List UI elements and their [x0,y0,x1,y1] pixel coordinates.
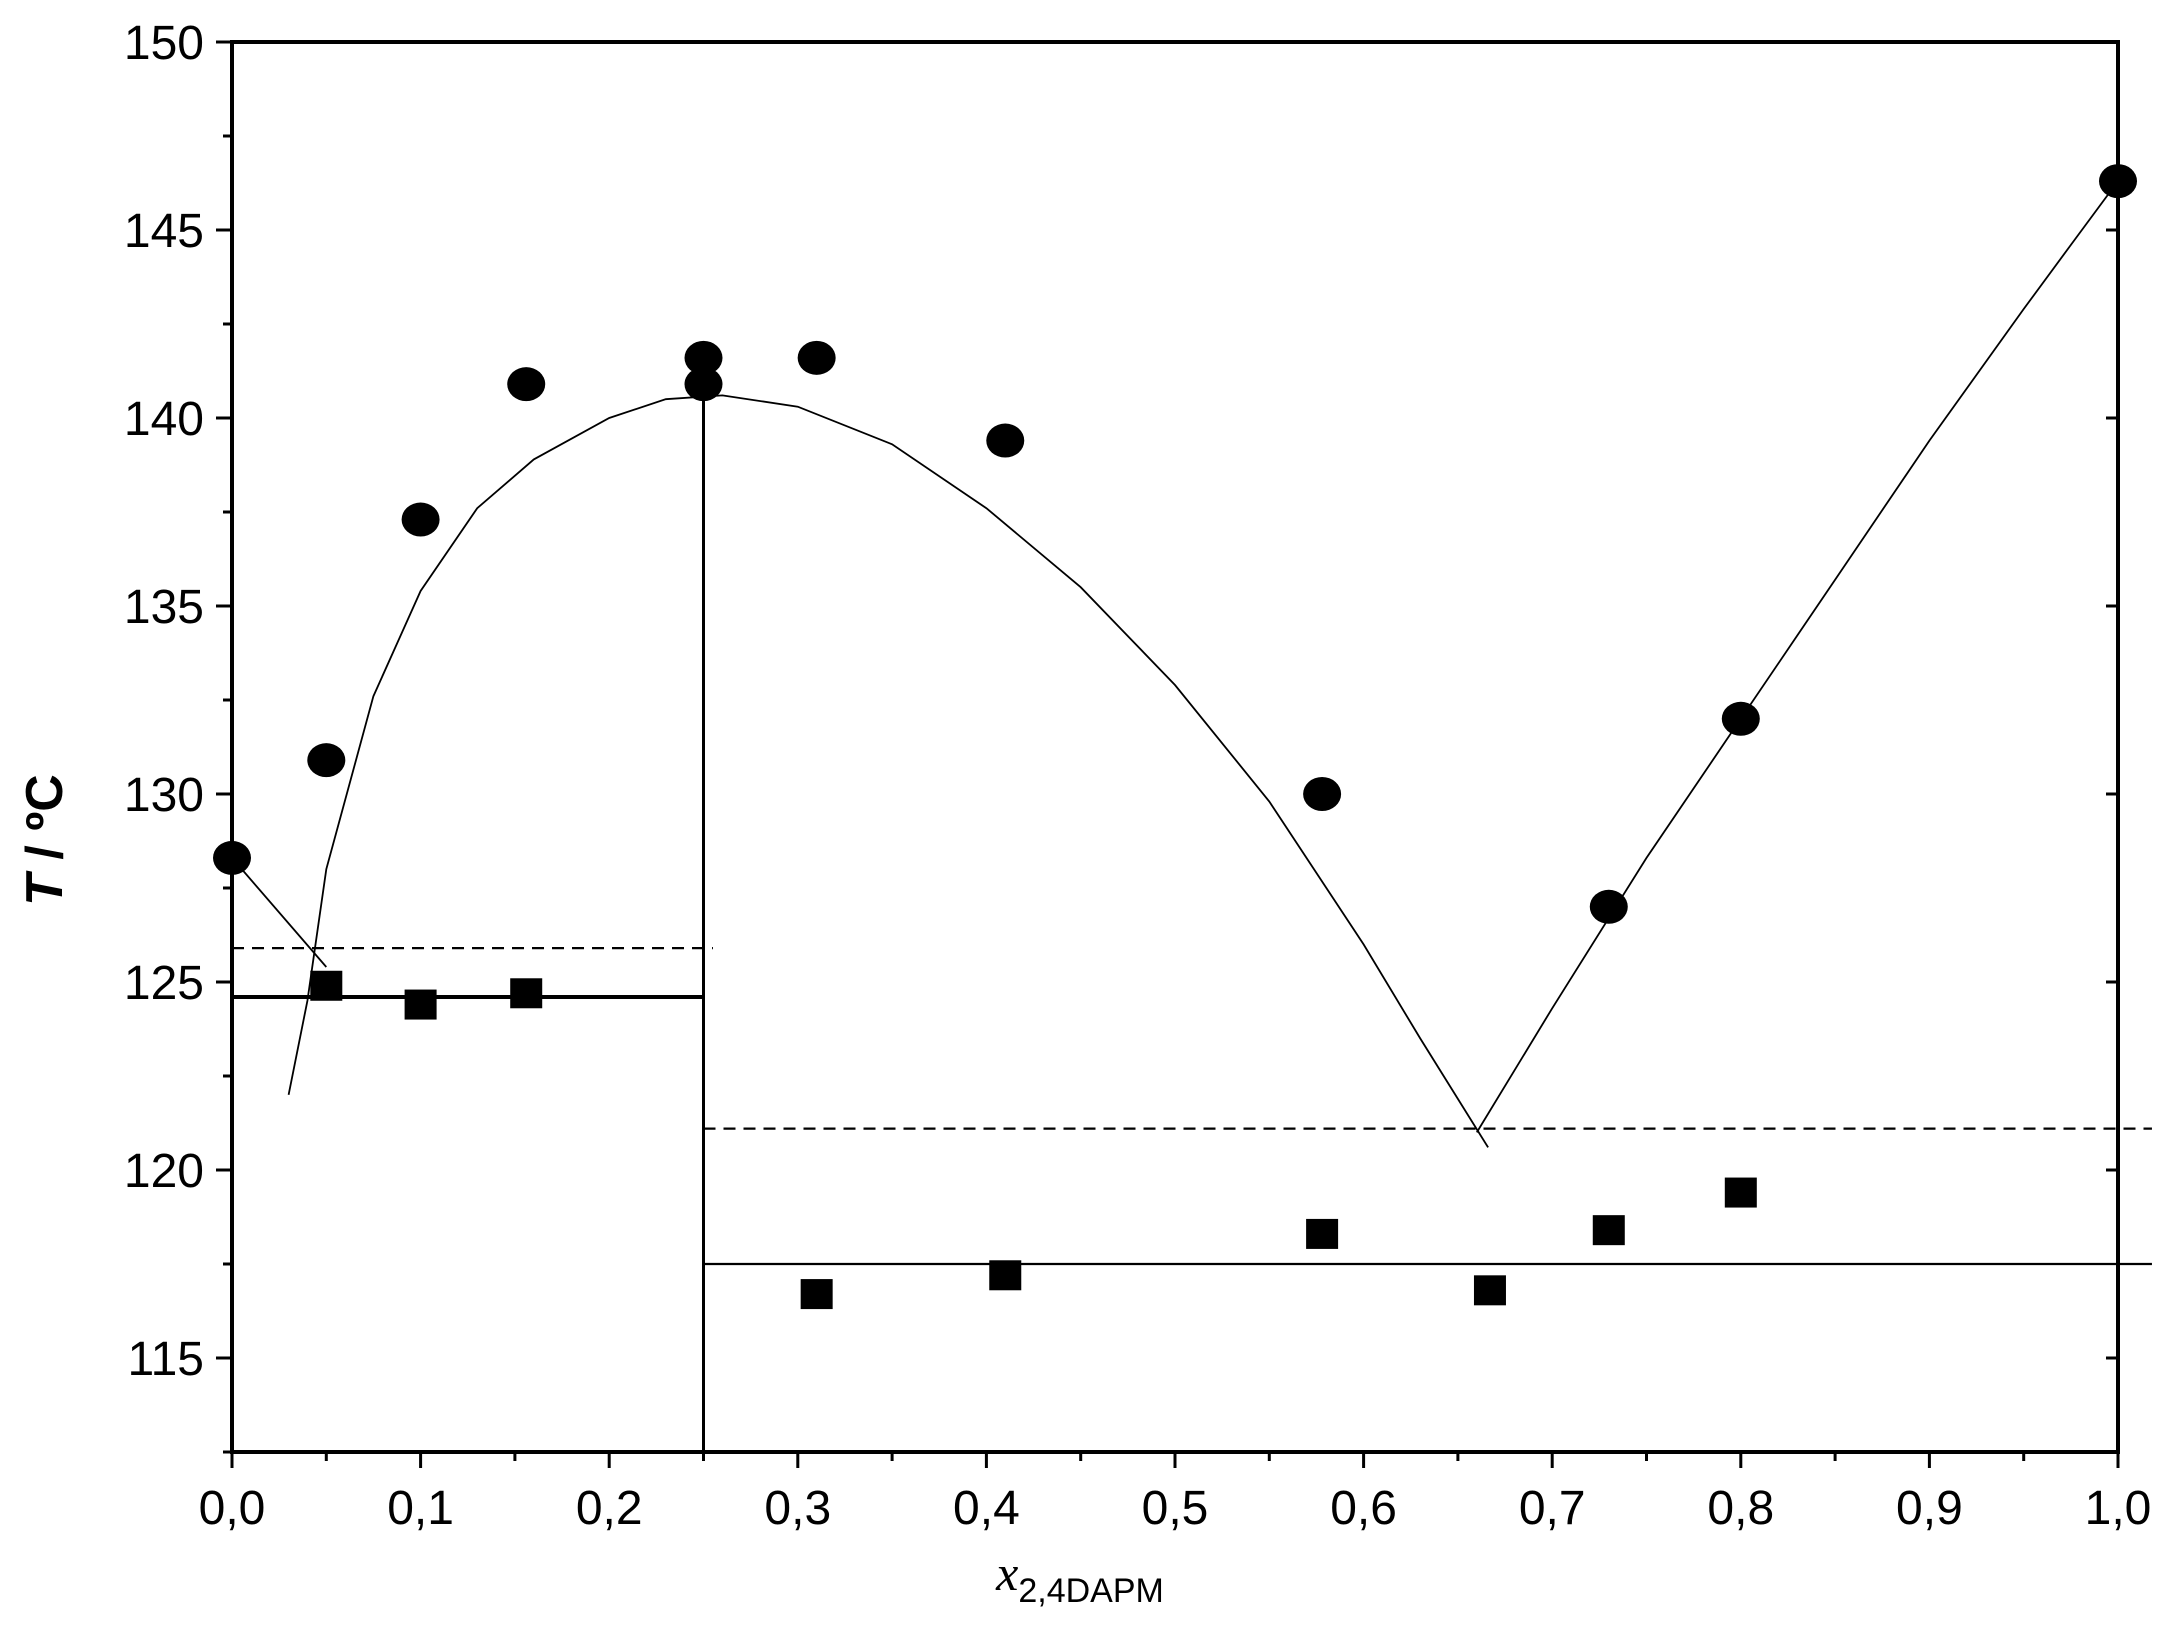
y-tick-label: 150 [124,17,204,70]
x-tick-label: 0,2 [576,1482,643,1535]
data-markers [213,164,2137,1310]
fit-curve [1476,180,2119,1133]
liquidus-point [213,840,251,875]
x-tick-label: 0,9 [1896,1482,1963,1535]
liquidus-point [684,367,723,402]
fit-curves [231,180,2119,1148]
liquidus-point [1303,777,1342,811]
liquidus-point [1589,889,1628,924]
plot-area [230,40,2120,1454]
solidus-point [404,989,437,1020]
solidus-point [1592,1215,1625,1246]
axis-ticks: 0,0 0,1 0,2 0,3 0,4 0,5 0,6 0,7 0,8 0,9 1,0 115 120 1… [124,17,2151,1535]
x-tick-label: 0,8 [1707,1482,1774,1535]
liquidus-point [307,743,346,778]
x-tick-label: 0,4 [953,1482,1020,1535]
fit-curve [287,394,1489,1148]
liquidus-point [684,340,723,375]
y-tick-label: 115 [127,1333,204,1386]
x-tick-label: 0,7 [1519,1482,1586,1535]
liquidus-point [2099,164,2137,199]
y-tick-label: 135 [124,581,204,634]
y-axis-label: T / ºC [16,774,74,906]
solidus-point [800,1279,833,1310]
y-tick-label: 140 [124,393,204,446]
liquidus-point [507,367,546,402]
solidus-point [310,970,343,1001]
x-tick-label: 0,1 [387,1482,454,1535]
x-tick-label: 0,6 [1330,1482,1397,1535]
y-tick-label: 125 [124,957,204,1010]
fit-curve [231,857,327,968]
plot-frame [230,40,2120,1454]
liquidus-point [797,340,836,375]
x-axis-label: x2,4DAPM [995,1545,1164,1610]
solidus-point [1724,1177,1757,1208]
solidus-point [1473,1275,1506,1306]
liquidus-point [1721,701,1760,736]
x-tick-label: 0,5 [1142,1482,1209,1535]
x-tick-label: 1,0 [2085,1482,2152,1535]
y-tick-label: 130 [124,769,204,822]
liquidus-point [401,502,440,537]
solidus-point [989,1260,1022,1291]
reference-lines [232,391,2152,1452]
x-tick-label: 0,0 [199,1482,266,1535]
liquidus-point [986,423,1025,458]
solidus-point [510,978,543,1009]
y-tick-label: 145 [124,205,204,258]
x-tick-label: 0,3 [764,1482,831,1535]
solidus-point [1306,1218,1339,1249]
y-tick-label: 120 [124,1145,204,1198]
